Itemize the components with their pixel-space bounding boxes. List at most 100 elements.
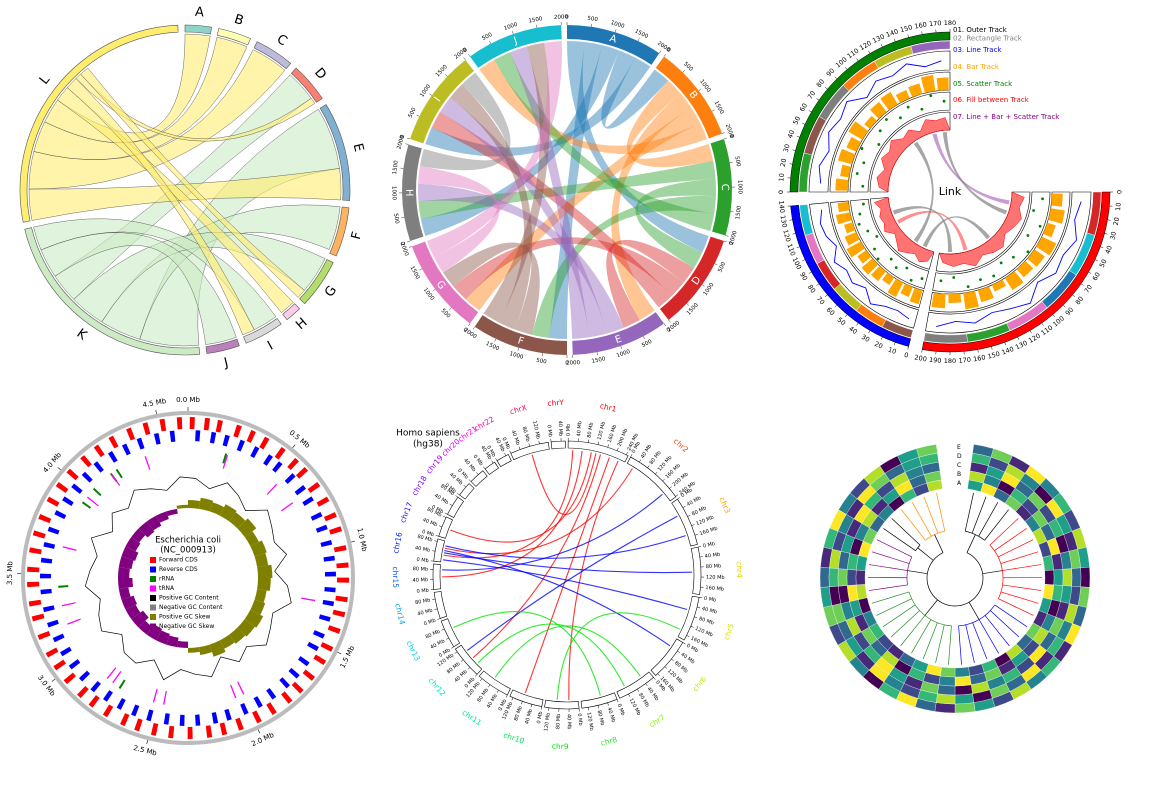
tick-label: 160 Mb [705, 585, 724, 593]
forward-cds [332, 609, 346, 618]
forward-cds [336, 577, 350, 583]
tick-label: 150 [987, 350, 1001, 361]
scatter-point [979, 278, 982, 282]
bar-track [1016, 260, 1034, 278]
bar-track [843, 222, 856, 234]
bar-track [1043, 222, 1056, 238]
tick-label: 0 [777, 190, 785, 194]
bar-track [864, 115, 877, 129]
chord-link [635, 178, 717, 269]
heatmap-cell [937, 684, 956, 696]
gc-skew [146, 624, 163, 641]
chord-link [426, 41, 562, 258]
tick-mark [351, 540, 356, 543]
tick-mark [444, 512, 448, 515]
link [897, 210, 968, 251]
tree-branch [984, 615, 1010, 647]
tick-mark [637, 688, 640, 692]
reverse-cds [324, 586, 336, 593]
tick-label: 40 Mb [524, 709, 534, 725]
reverse-cds [240, 702, 249, 715]
chord-link [440, 97, 608, 338]
tick-mark [1088, 271, 1092, 274]
tick-mark [880, 44, 883, 48]
reverse-cds [320, 540, 333, 548]
tick-label: 2000 [399, 242, 410, 258]
bar-track [900, 283, 913, 298]
tick-label: 0 Mb [438, 647, 452, 659]
gc-skew [118, 587, 131, 600]
gc-skew [209, 640, 226, 657]
legend-label: Positive GC Skew [159, 614, 211, 621]
tree-branch [972, 622, 988, 660]
tick-mark [642, 336, 645, 340]
tick-label: 1500 [409, 265, 421, 281]
bar-track [948, 293, 962, 303]
heatmap-cell [954, 684, 973, 696]
gc-skew [209, 502, 225, 516]
tick-label: 1500 [528, 16, 543, 25]
subtitle: (hg38) [413, 440, 443, 450]
tree-branch [908, 591, 952, 627]
sector-label: F [349, 230, 365, 241]
forward-cds [37, 630, 51, 640]
reverse-cds [318, 614, 331, 622]
tick-label: 3.5 Mb [6, 561, 15, 586]
sector-arc [243, 317, 282, 344]
bar-track [909, 287, 923, 305]
tick-label: 0 [728, 134, 735, 140]
sector-arc [319, 104, 351, 201]
tick-label: 120 Mb [531, 420, 541, 439]
chromosome-label: chr19 [424, 453, 445, 475]
sector-label: G [322, 283, 340, 300]
tick-label: 20 [873, 340, 884, 351]
gc-skew [118, 578, 134, 589]
tick-label: 80 Mb [637, 692, 650, 708]
tick-label: 0 Mb [497, 698, 508, 712]
bar-track [835, 212, 852, 225]
link [942, 132, 1008, 215]
tick-mark [1072, 294, 1076, 297]
tick-label: 0 Mb [500, 437, 511, 451]
tick-label: 40 Mb [557, 421, 564, 437]
tick-mark [434, 540, 438, 542]
tick-label: 500 [408, 107, 418, 120]
tick-mark [596, 352, 598, 356]
track-frame [928, 191, 1071, 313]
tick-mark [472, 326, 475, 330]
link [444, 468, 633, 555]
scatter-point [999, 261, 1003, 265]
chord-link [465, 107, 700, 311]
reverse-cds [195, 714, 201, 726]
chromosome [650, 638, 684, 676]
tree-branch [907, 570, 928, 575]
legend-label: Forward CDS [159, 557, 198, 564]
chord-link [601, 50, 669, 129]
tick-mark [698, 546, 702, 548]
reverse-cds [312, 630, 325, 639]
tick-mark [607, 444, 609, 448]
sector-arc [282, 303, 300, 321]
sector-arc [24, 227, 201, 356]
tick-label: 0 [400, 134, 407, 140]
scatter-point [1026, 234, 1030, 237]
forward-cds [252, 710, 262, 724]
bar-track [861, 258, 879, 275]
bar-track [870, 102, 887, 119]
tick-label: 40 Mb [606, 707, 616, 724]
bar-track [1036, 236, 1057, 256]
gc-skew [138, 620, 153, 635]
bar-track [840, 164, 852, 178]
sector-label: B [232, 12, 245, 29]
legend-swatch [150, 604, 156, 611]
tick-label: 40 Mb [417, 608, 433, 618]
trna [163, 690, 167, 705]
chromosome [432, 563, 442, 590]
tick-label: 500 [717, 261, 727, 274]
tick-label: 50 [1098, 258, 1109, 269]
scatter-point [1038, 224, 1042, 228]
tick-label: 80 Mb [521, 426, 531, 443]
tick-mark [921, 31, 923, 35]
tick-mark [796, 246, 800, 248]
tick-label: 1000 [422, 287, 436, 302]
